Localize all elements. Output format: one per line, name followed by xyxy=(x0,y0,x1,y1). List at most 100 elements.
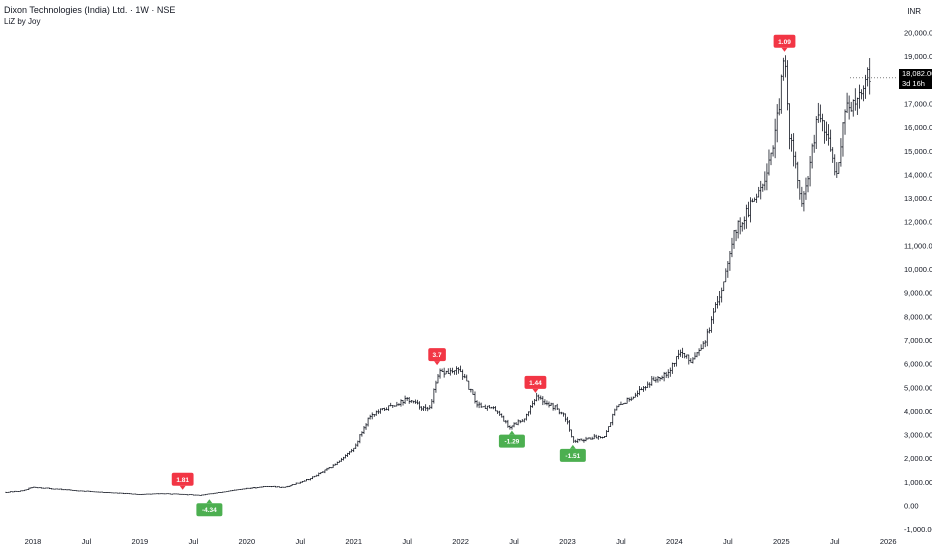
ohlc-bar xyxy=(607,426,610,433)
ohlc-bar xyxy=(44,487,47,489)
ohlc-bar xyxy=(256,487,259,489)
ohlc-bar xyxy=(776,104,779,143)
price-tick-label: 6,000.00 xyxy=(904,360,932,369)
ohlc-bars xyxy=(5,55,897,496)
pivot-high-marker[interactable]: 1.44 xyxy=(524,375,547,393)
pivot-high-marker[interactable]: 3.7 xyxy=(428,348,446,366)
pivot-low-marker[interactable]: -1.51 xyxy=(559,444,586,462)
ohlc-bar xyxy=(391,405,394,408)
ohlc-bar xyxy=(494,406,497,412)
ohlc-bar xyxy=(46,487,49,489)
ohlc-bar xyxy=(473,391,476,404)
time-tick-label: Jul xyxy=(616,537,626,546)
ohlc-bar xyxy=(478,401,481,409)
ohlc-bar xyxy=(50,488,53,490)
ohlc-bar xyxy=(313,475,316,478)
ohlc-bar xyxy=(504,420,507,424)
ohlc-bar xyxy=(624,402,627,405)
ohlc-bar xyxy=(730,237,733,258)
ohlc-bar xyxy=(338,460,341,464)
ohlc-bar xyxy=(422,406,425,412)
ohlc-bar xyxy=(430,399,433,409)
ohlc-bar xyxy=(529,405,532,415)
pivot-marker-label: 3.7 xyxy=(433,352,442,359)
ohlc-bar xyxy=(757,186,760,198)
ohlc-bar xyxy=(661,375,664,380)
ohlc-bar xyxy=(340,457,343,462)
ohlc-bar xyxy=(64,489,67,491)
pivot-high-marker[interactable]: 1.81 xyxy=(171,472,194,490)
ohlc-bar xyxy=(868,58,871,95)
ohlc-bar xyxy=(268,486,271,487)
time-tick-label: Jul xyxy=(402,537,412,546)
ohlc-bar xyxy=(348,451,351,455)
ohlc-bar xyxy=(498,410,501,416)
ohlc-bar xyxy=(615,405,618,411)
ohlc-bar xyxy=(157,493,160,495)
symbol-title[interactable]: Dixon Technologies (India) Ltd. · 1W · N… xyxy=(4,5,176,15)
ohlc-bar xyxy=(712,307,715,324)
ohlc-bar xyxy=(673,362,676,367)
ohlc-bar xyxy=(9,491,12,493)
ohlc-bar xyxy=(582,438,585,443)
ohlc-bar xyxy=(149,493,152,495)
last-price-value: 18,082.00 xyxy=(902,69,932,78)
ohlc-bar xyxy=(264,486,267,487)
ohlc-bar xyxy=(628,397,631,402)
ohlc-bar xyxy=(383,407,386,412)
ohlc-bar xyxy=(510,425,513,430)
indicator-name[interactable]: LiZ by Joy xyxy=(4,17,41,26)
ohlc-bar xyxy=(371,412,374,420)
pivot-marker-label: 1.81 xyxy=(176,477,189,484)
ohlc-bar xyxy=(825,121,828,141)
ohlc-bar xyxy=(802,191,805,212)
last-price-tag: 18,082.00 3d 16h xyxy=(899,69,932,89)
ohlc-bar xyxy=(453,370,456,375)
ohlc-bar xyxy=(284,486,287,488)
ohlc-bar xyxy=(733,230,736,249)
ohlc-bar xyxy=(130,493,133,495)
ohlc-bar xyxy=(288,485,291,487)
time-axis[interactable]: 2018 Jul 2019 Jul 2020 Jul 2021 Jul 2022 Jul 2023 J… xyxy=(25,537,897,546)
ohlc-bar xyxy=(465,374,468,382)
ohlc-bar xyxy=(480,402,483,408)
ohlc-bar xyxy=(770,152,773,166)
ohlc-bar xyxy=(83,490,86,492)
price-tick-label: 4,000.00 xyxy=(904,407,932,416)
ohlc-bar xyxy=(309,478,312,481)
pivot-low-marker[interactable]: -1.29 xyxy=(498,430,525,448)
ohlc-bar xyxy=(354,443,357,449)
ohlc-bar xyxy=(305,479,308,482)
time-tick-label: 2024 xyxy=(666,537,683,546)
ohlc-bar xyxy=(535,392,538,402)
ohlc-bar xyxy=(11,491,14,493)
ohlc-bar xyxy=(720,287,723,303)
ohlc-bar xyxy=(626,397,629,404)
ohlc-bar xyxy=(506,419,509,428)
ohlc-bar xyxy=(587,437,590,440)
ohlc-bar xyxy=(543,399,546,405)
ohlc-bar xyxy=(850,101,853,112)
ohlc-bar xyxy=(786,60,789,111)
currency-label[interactable]: INR xyxy=(907,7,921,16)
ohlc-bar xyxy=(295,482,298,485)
ohlc-bar xyxy=(128,493,131,495)
ohlc-bar xyxy=(389,402,392,407)
ohlc-bar xyxy=(804,177,807,200)
pivot-high-marker[interactable]: 1.09 xyxy=(773,34,796,52)
ohlc-bar xyxy=(829,129,832,152)
ohlc-bar xyxy=(262,486,265,488)
ohlc-bar xyxy=(404,395,407,405)
ohlc-bar xyxy=(722,281,725,292)
ohlc-bar xyxy=(463,373,466,379)
time-tick-label: 2025 xyxy=(773,537,790,546)
ohlc-bar xyxy=(844,109,847,135)
ohlc-bar xyxy=(227,490,230,492)
ohlc-bar xyxy=(350,448,353,453)
price-axis[interactable]: -1,000.00 0.00 1,000.00 2,000.00 3,000.00 4,0… xyxy=(904,29,932,535)
ohlc-bar xyxy=(603,436,606,438)
pivot-low-marker[interactable]: -4.34 xyxy=(196,499,223,517)
ohlc-bar xyxy=(270,485,273,488)
ohlc-bar xyxy=(619,401,622,406)
